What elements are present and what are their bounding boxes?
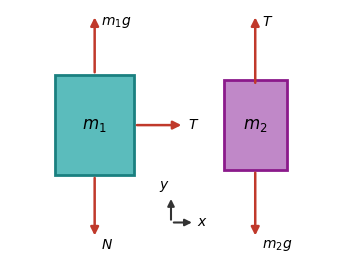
FancyBboxPatch shape	[224, 80, 287, 170]
Text: $m_2g$: $m_2g$	[262, 238, 292, 253]
Text: $x$: $x$	[197, 215, 208, 230]
Text: $m_1$: $m_1$	[82, 116, 107, 134]
Text: $m_1g$: $m_1g$	[101, 15, 132, 30]
Text: $y$: $y$	[159, 178, 170, 194]
Text: $T$: $T$	[262, 15, 273, 28]
Text: $N$: $N$	[101, 238, 113, 252]
Text: $m_2$: $m_2$	[243, 116, 267, 134]
Text: $T$: $T$	[188, 118, 199, 132]
FancyBboxPatch shape	[55, 75, 134, 175]
